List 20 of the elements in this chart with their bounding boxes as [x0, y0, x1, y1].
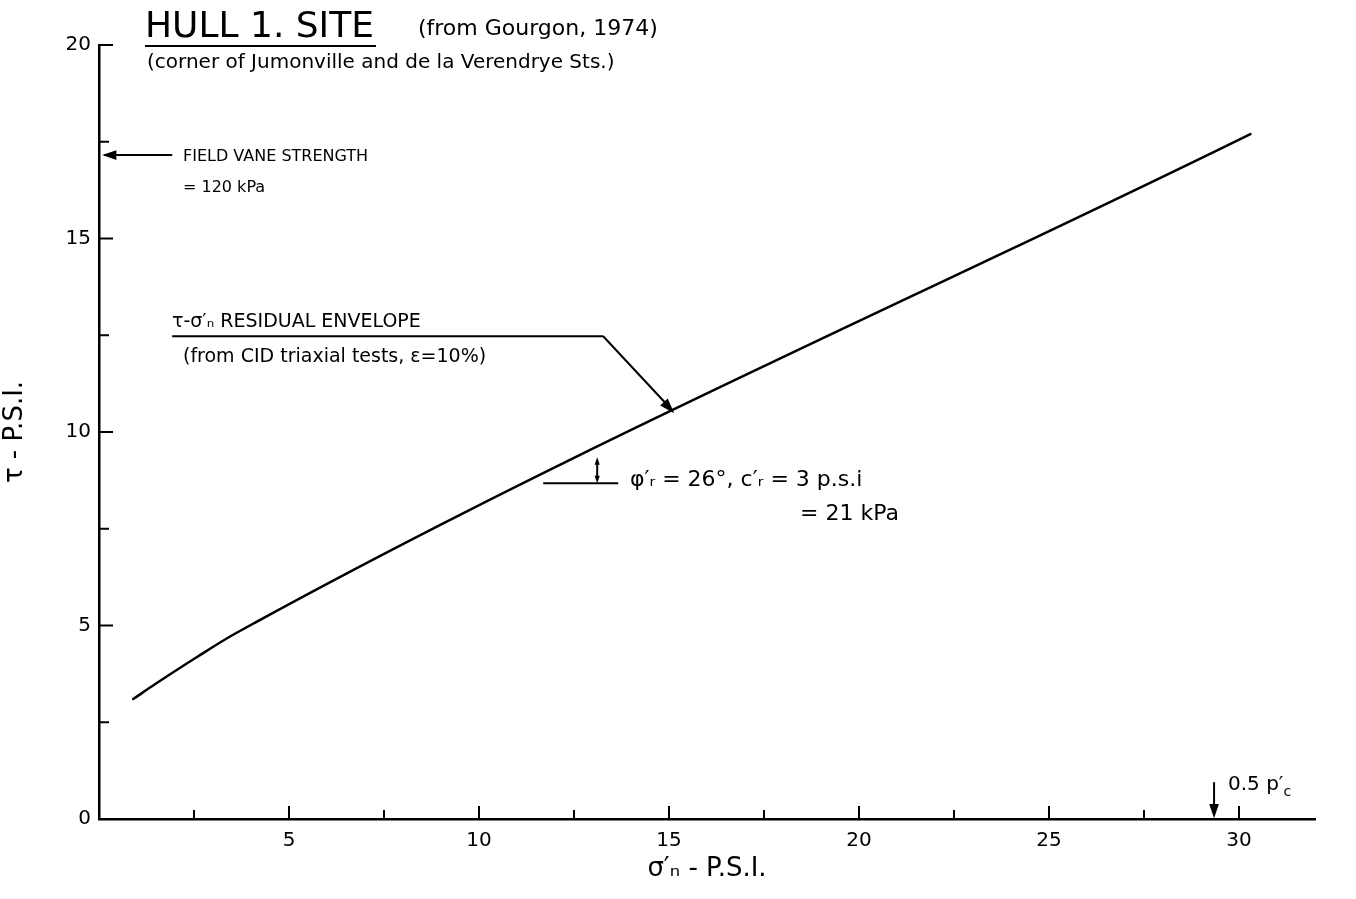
annotation: FIELD VANE STRENGTH = 120 kPa [183, 146, 369, 196]
y-axis-title: τ - P.S.I. [0, 380, 29, 484]
line-series [131, 132, 1252, 701]
x-tick-label: 10 [466, 827, 492, 852]
y-tick-label: 10 [65, 418, 91, 443]
x-tick-label: 25 [1036, 827, 1062, 852]
x-axis-title: σ′ₙ - P.S.I. [647, 852, 767, 883]
y-tick-label: 15 [65, 224, 91, 249]
x-tick-label: 15 [656, 827, 682, 852]
y-tick-label: 20 [65, 31, 91, 56]
y-tick-label: 0 [78, 805, 91, 830]
x-tick-label: 5 [282, 827, 296, 852]
annotation: φ′ᵣ = 26°, c′ᵣ = 3 p.s.i = 21 kPa [630, 466, 899, 525]
text: (from Gourgon, 1974) [417, 15, 658, 40]
annotation: τ-σ′ₙ RESIDUAL ENVELOPE (from CID triaxial tests, ε=10%) [172, 309, 487, 366]
x-tick-label: 20 [846, 827, 872, 852]
chart-subtitle: (corner of Jumonville and de la Verendrye Sts.) [147, 49, 615, 73]
x-tick-label: 30 [1226, 827, 1252, 852]
y-tick-label: 5 [78, 611, 91, 636]
chart-title: HULL 1. SITE [145, 4, 374, 45]
